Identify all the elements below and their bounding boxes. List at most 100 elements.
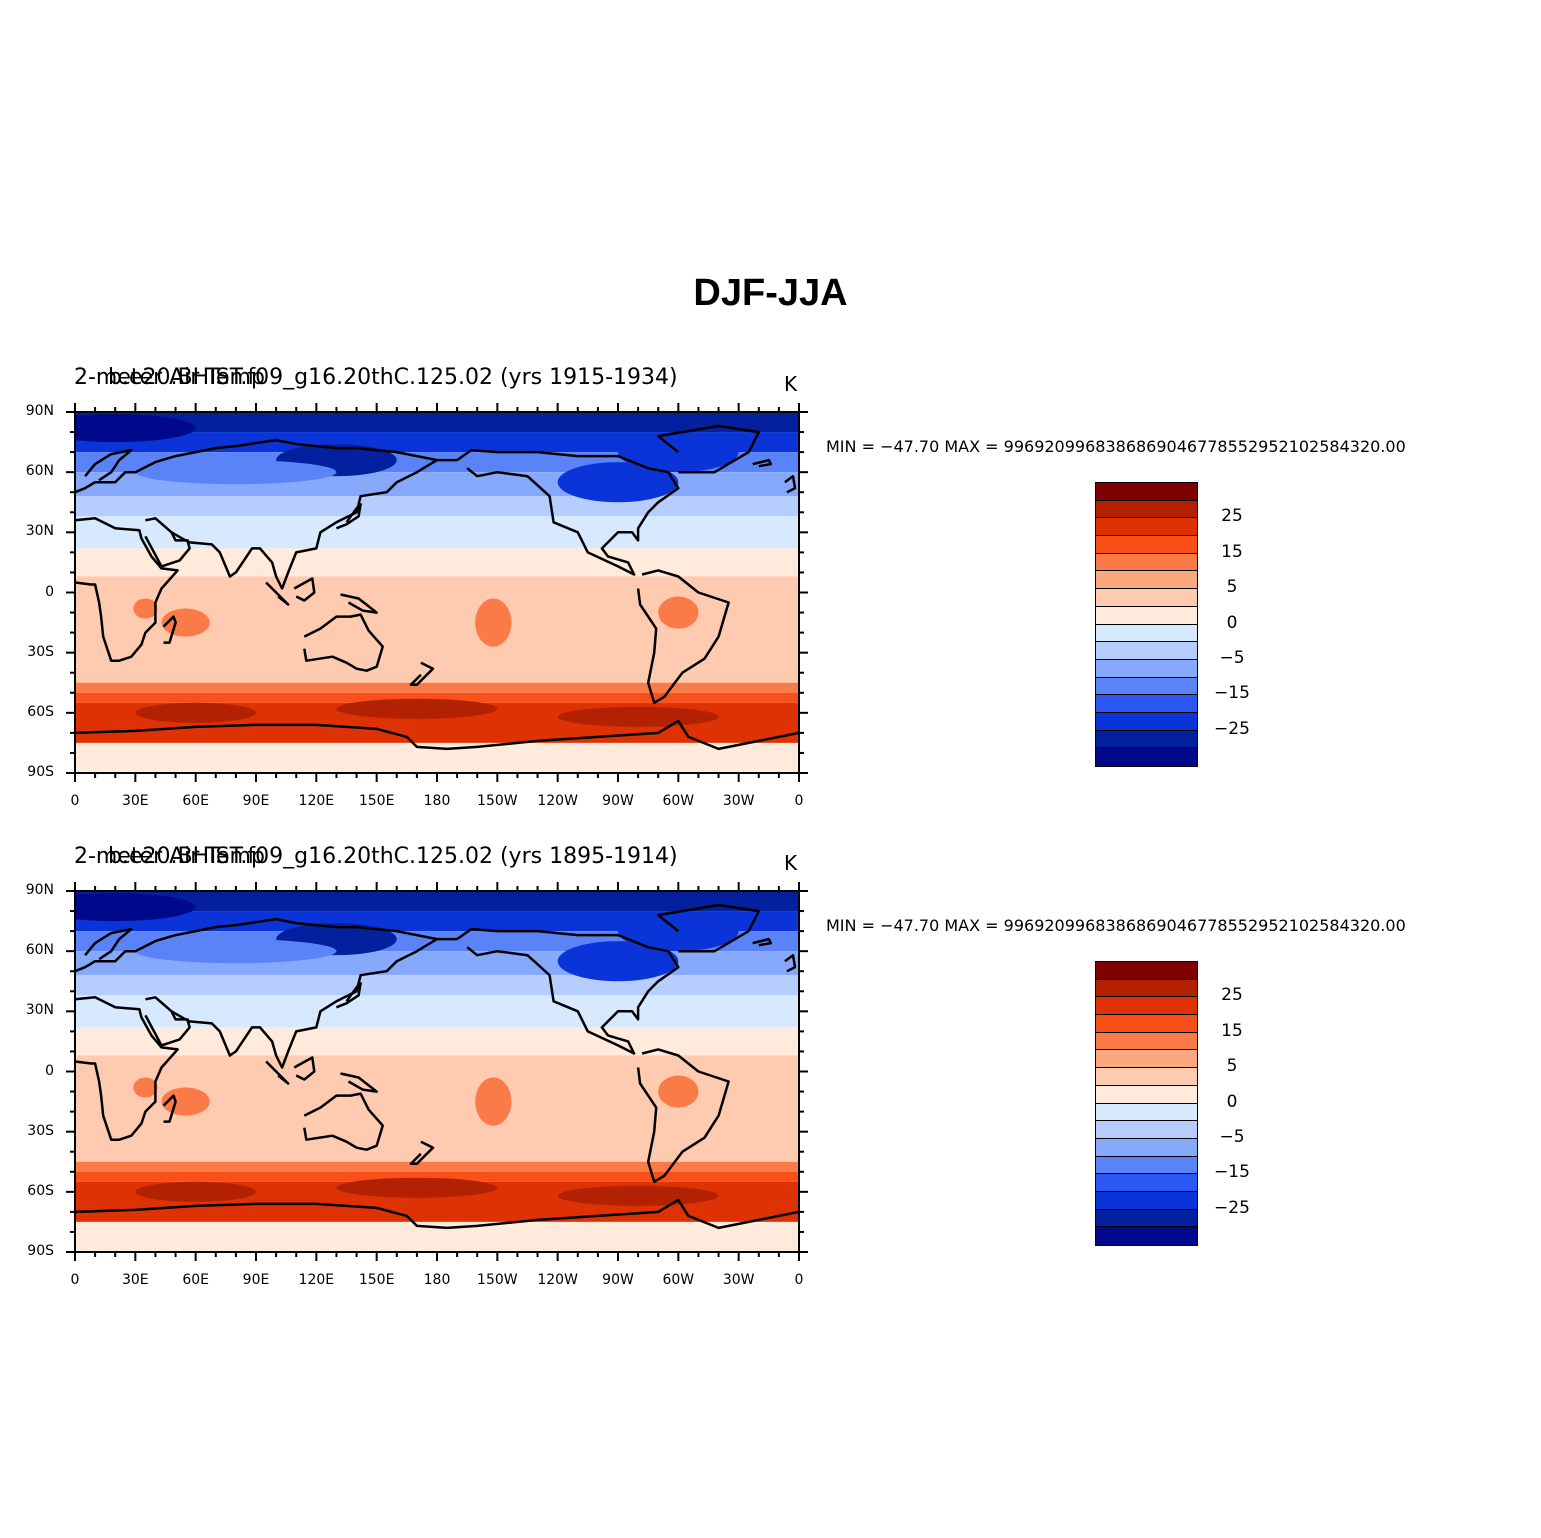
colorbar-label: 25: [1221, 506, 1243, 527]
colorbar-box: [1096, 695, 1197, 713]
lon-tick-label: 180: [423, 793, 451, 809]
lon-tick-label: 60W: [662, 793, 695, 809]
temperature-band: [75, 412, 799, 433]
temperature-patch: [557, 941, 679, 982]
lon-tick-label: 60W: [662, 1272, 695, 1288]
temperature-band: [75, 1027, 799, 1056]
lon-tick-label: 0: [70, 1272, 80, 1288]
coastline: [75, 517, 179, 662]
lat-tick-label: 0: [45, 1062, 54, 1079]
lat-tick-label: 90N: [25, 403, 54, 419]
coastline: [340, 593, 378, 614]
colorbar-box: [1096, 518, 1197, 537]
colorbar-box: [1096, 553, 1197, 572]
temperature-patch: [135, 939, 337, 964]
colorbar-box: [1096, 1050, 1197, 1069]
colorbar-box: [1096, 1068, 1197, 1086]
colorbar-box: [1096, 536, 1197, 554]
lat-tick-label: 30N: [25, 1002, 54, 1019]
lon-tick-label: 0: [794, 793, 804, 809]
colorbar-label: 25: [1221, 985, 1243, 1006]
temperature-patch: [557, 462, 679, 503]
colorbar-label: −5: [1219, 1127, 1245, 1147]
lat-tick-label: 30S: [27, 1122, 54, 1139]
temperature-patch: [658, 596, 699, 629]
min-max-label: MIN = −47.70 MAX = 996920996838686904677…: [826, 916, 1406, 935]
coastline: [656, 424, 761, 474]
lon-tick-label: 60E: [182, 793, 209, 809]
temperature-band: [75, 692, 799, 703]
lat-tick-label: 90N: [25, 882, 54, 898]
colorbar-box: [1096, 1227, 1197, 1245]
colorbar-label: 15: [1221, 541, 1243, 562]
coastline: [456, 927, 680, 1055]
center-string: b.e20.BHIST.f09_g16.20thC.125.02 (yrs 19…: [108, 365, 678, 390]
lon-tick-label: 120E: [298, 793, 335, 809]
colorbar-label: −5: [1219, 648, 1245, 668]
colorbar-box: [1096, 1015, 1197, 1033]
coastline: [144, 531, 191, 568]
colorbar: [1095, 961, 1198, 1246]
lon-tick-label: 0: [794, 1272, 804, 1288]
temperature-patch: [557, 1185, 719, 1206]
temperature-band: [75, 891, 799, 912]
lat-tick-label: 90S: [27, 1243, 54, 1259]
lon-tick-label: 120E: [298, 1272, 335, 1288]
colorbar-box: [1096, 748, 1197, 766]
lon-tick-label: 150W: [477, 793, 518, 809]
lon-tick-label: 150W: [477, 1272, 518, 1288]
lon-tick-label: 120W: [537, 1272, 578, 1288]
coastline: [293, 577, 316, 602]
coastline: [784, 953, 797, 973]
coastline: [303, 1092, 384, 1151]
colorbar-box: [1096, 1138, 1197, 1157]
colorbar-box: [1096, 624, 1197, 643]
lat-tick-label: 60N: [25, 463, 54, 480]
left-string: 2-meter Air Temp: [74, 844, 265, 869]
coastline: [265, 581, 290, 606]
map-panel: 2-meter Air Temp b.e20.BHIST.f09_g16.20th…: [0, 839, 1541, 1309]
colorbar: [1095, 482, 1198, 767]
colorbar-box: [1096, 712, 1197, 731]
colorbar-box: [1096, 571, 1197, 590]
colorbar-box: [1096, 1032, 1197, 1051]
coastline: [409, 1140, 435, 1166]
colorbar-box: [1096, 483, 1197, 501]
colorbar-box: [1096, 589, 1197, 607]
coastline: [75, 996, 179, 1141]
coastline: [162, 1094, 177, 1123]
lon-tick-label: 30W: [722, 793, 755, 809]
colorbar-label: 15: [1221, 1020, 1243, 1041]
temperature-band: [75, 995, 799, 1028]
min-max-label: MIN = −47.70 MAX = 996920996838686904677…: [826, 437, 1406, 456]
temperature-band: [75, 516, 799, 549]
coastline: [340, 1072, 378, 1093]
coastline: [145, 459, 438, 590]
left-string: 2-meter Air Temp: [74, 365, 265, 390]
lon-tick-label: 180: [423, 1272, 451, 1288]
contour-map: [66, 403, 808, 782]
lon-tick-label: 0: [70, 793, 80, 809]
lon-tick-label: 150E: [358, 793, 395, 809]
colorbar-box: [1096, 1121, 1197, 1139]
coastline: [162, 615, 177, 644]
coastline: [75, 917, 458, 973]
contour-map: [66, 882, 808, 1261]
colorbar-label: −15: [1214, 1162, 1250, 1183]
lat-tick-label: 30S: [27, 643, 54, 660]
temperature-band: [75, 975, 799, 996]
lat-tick-label: 0: [45, 583, 54, 600]
coastline: [303, 613, 384, 672]
temperature-patch: [475, 1077, 512, 1126]
colorbar-box: [1096, 1103, 1197, 1122]
lon-tick-label: 30W: [722, 1272, 755, 1288]
lat-tick-label: 60N: [25, 942, 54, 959]
coastline: [656, 903, 761, 953]
colorbar-box: [1096, 1085, 1197, 1104]
coastline: [335, 503, 362, 530]
temperature-patch: [135, 702, 256, 723]
coastline: [752, 458, 773, 468]
temperature-patch: [618, 432, 739, 473]
coastline: [752, 937, 773, 947]
colorbar-box: [1096, 1174, 1197, 1192]
